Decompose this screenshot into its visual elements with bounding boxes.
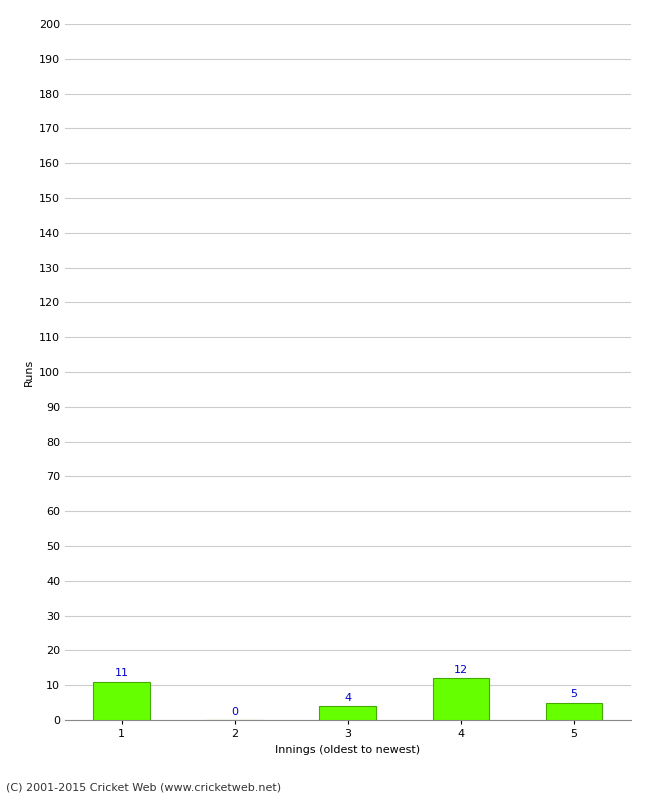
Text: 5: 5 (571, 689, 577, 699)
Bar (320, 706, 376, 720)
Y-axis label: Runs: Runs (23, 358, 33, 386)
Bar (546, 702, 602, 720)
X-axis label: Innings (oldest to newest): Innings (oldest to newest) (275, 745, 421, 754)
Bar (94, 682, 150, 720)
Text: 12: 12 (454, 665, 468, 674)
Text: 11: 11 (114, 668, 129, 678)
Bar (433, 678, 489, 720)
Text: 0: 0 (231, 706, 238, 717)
Text: 4: 4 (344, 693, 351, 702)
Text: (C) 2001-2015 Cricket Web (www.cricketweb.net): (C) 2001-2015 Cricket Web (www.cricketwe… (6, 782, 281, 792)
